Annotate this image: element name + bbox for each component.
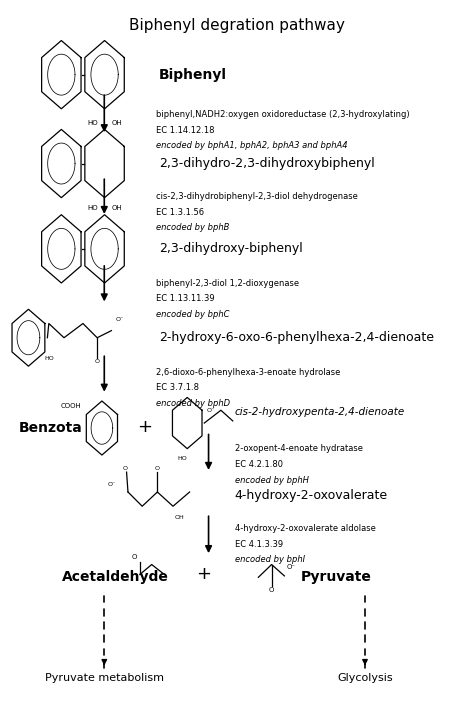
Text: O: O [269, 587, 274, 593]
Text: Glycolysis: Glycolysis [337, 673, 393, 683]
Text: OH: OH [111, 205, 122, 211]
Text: HO: HO [44, 356, 54, 360]
Text: encoded by bphC: encoded by bphC [156, 310, 230, 319]
Text: OH: OH [174, 515, 184, 520]
Text: biphenyl,NADH2:oxygen oxidoreductase (2,3-hydroxylating): biphenyl,NADH2:oxygen oxidoreductase (2,… [156, 110, 410, 119]
Text: EC 4.1.3.39: EC 4.1.3.39 [235, 540, 283, 549]
Text: O⁻: O⁻ [115, 317, 123, 322]
Text: O⁻: O⁻ [108, 482, 116, 488]
Text: O⁻: O⁻ [287, 565, 296, 570]
Text: HO: HO [87, 120, 98, 126]
Text: cis-2,3-dihydrobiphenyl-2,3-diol dehydrogenase: cis-2,3-dihydrobiphenyl-2,3-diol dehydro… [156, 192, 358, 201]
Text: Pyruvate: Pyruvate [301, 570, 372, 584]
Text: 2,6-dioxo-6-phenylhexa-3-enoate hydrolase: 2,6-dioxo-6-phenylhexa-3-enoate hydrolas… [156, 368, 341, 377]
Text: HO: HO [87, 205, 98, 211]
Text: Acetaldehyde: Acetaldehyde [62, 570, 168, 584]
Text: 4-hydroxy-2-oxovalerate: 4-hydroxy-2-oxovalerate [235, 489, 388, 502]
Text: O: O [95, 359, 100, 364]
Text: cis-2-hydroxypenta-2,4-dienoate: cis-2-hydroxypenta-2,4-dienoate [235, 407, 405, 417]
Text: EC 1.3.1.56: EC 1.3.1.56 [156, 208, 205, 217]
Text: Biphenyl: Biphenyl [159, 68, 227, 82]
Text: EC 3.7.1.8: EC 3.7.1.8 [156, 383, 200, 392]
Text: 2-oxopent-4-enoate hydratase: 2-oxopent-4-enoate hydratase [235, 444, 363, 454]
Text: encoded by bphI: encoded by bphI [235, 555, 305, 565]
Text: encoded by bphA1, bphA2, bphA3 and bphA4: encoded by bphA1, bphA2, bphA3 and bphA4 [156, 141, 348, 151]
Text: OH: OH [111, 120, 122, 126]
Text: 2-hydroxy-6-oxo-6-phenylhexa-2,4-dienoate: 2-hydroxy-6-oxo-6-phenylhexa-2,4-dienoat… [159, 331, 434, 344]
Text: Pyruvate metabolism: Pyruvate metabolism [45, 673, 164, 683]
Text: O: O [132, 555, 137, 560]
Text: 4-hydroxy-2-oxovalerate aldolase: 4-hydroxy-2-oxovalerate aldolase [235, 524, 375, 533]
Text: O: O [155, 466, 160, 471]
Text: HO: HO [177, 456, 187, 461]
Text: encoded by bphH: encoded by bphH [235, 476, 309, 485]
Text: O: O [123, 466, 128, 471]
Text: encoded by bphD: encoded by bphD [156, 399, 230, 408]
Text: EC 1.13.11.39: EC 1.13.11.39 [156, 294, 215, 304]
Text: Biphenyl degration pathway: Biphenyl degration pathway [129, 18, 345, 33]
Text: encoded by bphB: encoded by bphB [156, 223, 230, 232]
Text: COOH: COOH [61, 403, 82, 410]
Text: Benzota: Benzota [19, 421, 82, 435]
Text: biphenyl-2,3-diol 1,2-dioxygenase: biphenyl-2,3-diol 1,2-dioxygenase [156, 279, 300, 288]
Text: EC 4.2.1.80: EC 4.2.1.80 [235, 460, 283, 469]
Text: +: + [196, 565, 211, 584]
Text: +: + [137, 417, 152, 436]
Text: EC 1.14.12.18: EC 1.14.12.18 [156, 126, 215, 135]
Text: 2,3-dihydro-2,3-dihydroxybiphenyl: 2,3-dihydro-2,3-dihydroxybiphenyl [159, 157, 374, 170]
Text: O⁻: O⁻ [207, 407, 215, 413]
Text: 2,3-dihydroxy-biphenyl: 2,3-dihydroxy-biphenyl [159, 242, 302, 255]
